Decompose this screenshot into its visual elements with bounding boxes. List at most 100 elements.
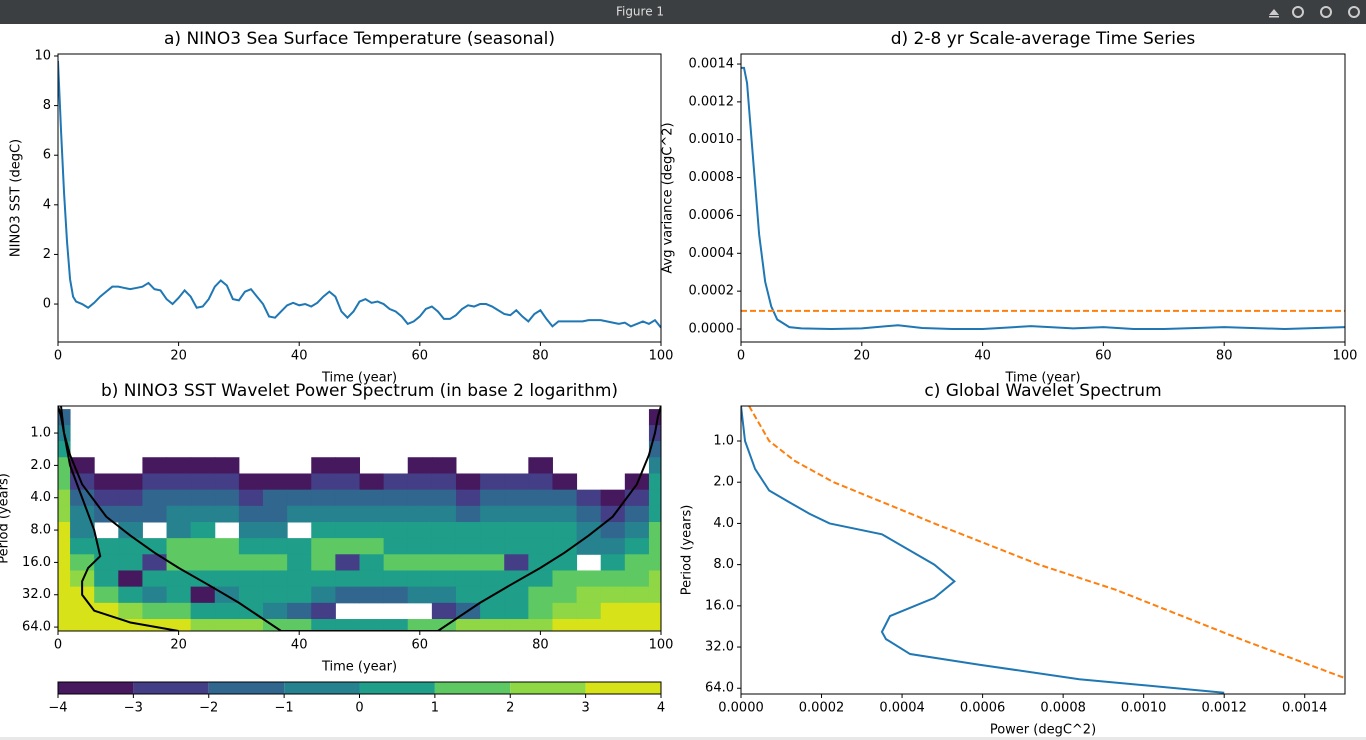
x-tick-label: 60	[412, 349, 429, 364]
power-cell	[552, 570, 578, 588]
power-cell	[600, 489, 626, 507]
power-cell	[601, 473, 626, 490]
power-cell	[528, 619, 553, 631]
power-cell	[624, 554, 650, 571]
y-tick-label: 6	[43, 148, 51, 163]
power-cell	[408, 425, 433, 442]
power-cell	[383, 473, 409, 491]
power-cell	[360, 409, 385, 425]
power-cell	[287, 473, 312, 491]
power-cell	[600, 554, 626, 571]
power-cell	[263, 538, 288, 555]
power-cell	[431, 570, 457, 588]
colorbar-tick-label: 1	[431, 701, 439, 716]
power-cell	[190, 473, 216, 491]
power-cell	[577, 441, 602, 458]
plot-area	[58, 406, 661, 631]
power-cell	[601, 409, 626, 425]
power-cell	[94, 570, 119, 588]
power-cell	[383, 489, 409, 507]
power-cell	[214, 554, 240, 571]
power-cell	[214, 473, 240, 491]
power-cell	[480, 473, 505, 491]
power-cell	[504, 505, 529, 523]
power-cell	[70, 602, 95, 620]
minimize-button[interactable]	[1292, 6, 1304, 18]
power-cell	[335, 505, 360, 523]
power-cell	[94, 554, 119, 571]
power-cell	[431, 538, 457, 555]
y-tick-label: 4.0	[713, 516, 734, 531]
power-cell	[600, 570, 626, 588]
subplot-title: b) NINO3 SST Wavelet Power Spectrum (in …	[101, 381, 618, 401]
power-cell	[624, 602, 650, 620]
power-cell	[576, 521, 602, 539]
power-cell	[118, 570, 143, 588]
power-cell	[624, 538, 650, 555]
colorbar-swatch	[58, 682, 134, 694]
power-cell	[238, 489, 264, 507]
power-cell	[263, 489, 288, 507]
power-cell	[648, 619, 661, 631]
power-cell	[238, 538, 264, 555]
power-cell	[94, 538, 119, 555]
power-cell	[311, 586, 336, 604]
power-cell	[455, 489, 481, 507]
power-cell	[335, 489, 360, 507]
power-cell	[576, 586, 602, 604]
power-cell	[359, 538, 385, 555]
power-cell	[552, 473, 578, 491]
power-cell	[118, 409, 143, 425]
power-cell	[504, 570, 529, 588]
title-bar	[0, 0, 1366, 24]
power-cell	[58, 489, 71, 507]
power-cell	[263, 457, 288, 474]
x-tick-label: 100	[649, 349, 674, 364]
power-cell	[118, 473, 143, 491]
maximize-button[interactable]	[1320, 6, 1332, 18]
power-cell	[384, 425, 409, 442]
power-cell	[215, 425, 240, 442]
power-cell	[166, 570, 192, 588]
power-cell	[359, 586, 385, 604]
power-cell	[456, 457, 481, 474]
shade-button[interactable]	[1269, 9, 1279, 18]
power-cell	[408, 603, 433, 620]
power-cell	[238, 619, 264, 631]
x-tick-label: 40	[291, 638, 308, 653]
power-cell	[263, 441, 288, 458]
power-cell	[360, 603, 385, 620]
y-axis-label: Period (years)	[680, 505, 695, 596]
x-tick-label: 0.0012	[1201, 701, 1247, 716]
power-cell	[118, 457, 143, 474]
close-button[interactable]	[1348, 6, 1360, 18]
y-tick-label: 4.0	[30, 490, 51, 505]
plot-area	[58, 60, 661, 329]
subplot-title: d) 2-8 yr Scale-average Time Series	[891, 29, 1196, 49]
power-cell	[287, 570, 312, 588]
power-cell	[263, 570, 288, 588]
power-cell	[407, 586, 433, 604]
power-cell	[552, 409, 577, 425]
colorbar-swatch	[434, 682, 511, 694]
power-cell	[431, 473, 457, 491]
colorbar-swatch	[359, 682, 435, 694]
power-cell	[239, 457, 264, 474]
power-cell	[504, 602, 529, 620]
colorbar-tick-label: 2	[506, 701, 514, 716]
power-cell	[431, 505, 457, 523]
power-cell	[215, 441, 240, 458]
power-cell	[432, 441, 457, 458]
power-cell	[166, 457, 192, 474]
power-cell	[58, 554, 71, 571]
power-cell	[455, 505, 481, 523]
power-cell	[335, 521, 360, 539]
x-tick-label: 0	[54, 638, 62, 653]
power-cell	[383, 586, 409, 604]
window-buttons[interactable]	[1269, 6, 1360, 18]
power-cell	[263, 602, 288, 620]
power-cell	[118, 521, 143, 539]
x-tick-label: 0	[737, 349, 745, 364]
power-cell	[118, 554, 143, 571]
